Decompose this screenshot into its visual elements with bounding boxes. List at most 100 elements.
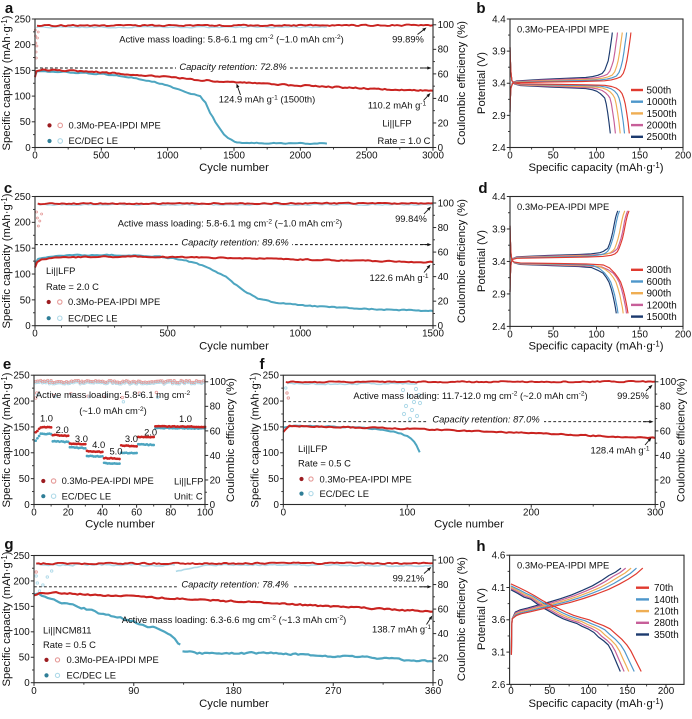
svg-text:50: 50 bbox=[268, 474, 279, 485]
svg-text:250: 250 bbox=[13, 371, 30, 382]
svg-text:350th: 350th bbox=[654, 630, 679, 641]
svg-text:2.6: 2.6 bbox=[492, 680, 506, 691]
svg-text:e: e bbox=[3, 356, 11, 373]
svg-text:h: h bbox=[476, 538, 485, 555]
svg-text:100: 100 bbox=[14, 269, 31, 280]
svg-text:122.6 mAh g-1​: 122.6 mAh g-1​ bbox=[369, 272, 428, 283]
svg-text:200: 200 bbox=[14, 40, 31, 51]
svg-text:100: 100 bbox=[14, 92, 31, 103]
svg-text:c: c bbox=[4, 180, 12, 197]
svg-text:99.89%: 99.89% bbox=[392, 33, 424, 44]
svg-text:99.21%: 99.21% bbox=[393, 573, 425, 584]
svg-text:0.3Mo-PEA-IPDI MPE: 0.3Mo-PEA-IPDI MPE bbox=[62, 475, 154, 486]
svg-text:Cycle number: Cycle number bbox=[199, 341, 269, 353]
svg-text:1500: 1500 bbox=[223, 151, 245, 162]
svg-text:Coulombic efficiency (%): Coulombic efficiency (%) bbox=[456, 557, 468, 681]
svg-text:3.4: 3.4 bbox=[492, 79, 506, 90]
svg-text:60: 60 bbox=[438, 247, 449, 258]
svg-text:40: 40 bbox=[210, 451, 221, 462]
svg-text:EC/DEC LE: EC/DEC LE bbox=[67, 670, 117, 681]
svg-text:Capacity retention: 89.6%: Capacity retention: 89.6% bbox=[181, 237, 288, 248]
svg-text:138.7 mAh g-1​: 138.7 mAh g-1​ bbox=[372, 623, 431, 634]
svg-text:300th: 300th bbox=[647, 265, 672, 276]
svg-text:4.4: 4.4 bbox=[492, 192, 506, 203]
svg-text:EC/DEC LE: EC/DEC LE bbox=[320, 488, 370, 499]
svg-text:3.4: 3.4 bbox=[492, 257, 506, 268]
svg-text:300: 300 bbox=[647, 508, 664, 519]
svg-text:200: 200 bbox=[13, 576, 30, 587]
svg-text:100: 100 bbox=[13, 627, 30, 638]
svg-text:100: 100 bbox=[438, 555, 455, 566]
svg-text:80: 80 bbox=[438, 45, 449, 56]
svg-text:100: 100 bbox=[438, 20, 455, 31]
svg-text:Potential (V): Potential (V) bbox=[476, 52, 488, 114]
svg-text:0.3Mo-PEA-IPDI MPE: 0.3Mo-PEA-IPDI MPE bbox=[67, 654, 159, 665]
svg-text:Active mass loading: 5.8-6.1 m: Active mass loading: 5.8-6.1 mg cm-2​ (~… bbox=[119, 33, 344, 44]
svg-text:0.3Mo-PEA-IPDI MPE: 0.3Mo-PEA-IPDI MPE bbox=[69, 120, 161, 131]
svg-text:2.4: 2.4 bbox=[492, 322, 506, 333]
svg-text:0: 0 bbox=[25, 143, 31, 154]
svg-text:200: 200 bbox=[523, 508, 540, 519]
svg-text:0: 0 bbox=[508, 686, 514, 697]
svg-text:Rate = 0.5 C: Rate = 0.5 C bbox=[43, 639, 96, 650]
svg-text:d: d bbox=[478, 180, 487, 197]
svg-text:20: 20 bbox=[660, 475, 671, 486]
svg-text:Capacity retention: 87.0%: Capacity retention: 87.0% bbox=[432, 414, 539, 425]
svg-text:200: 200 bbox=[675, 151, 692, 162]
svg-text:Cycle number: Cycle number bbox=[199, 698, 269, 710]
svg-text:200: 200 bbox=[14, 218, 31, 229]
svg-text:2500: 2500 bbox=[356, 151, 378, 162]
svg-text:4.4: 4.4 bbox=[492, 14, 506, 25]
svg-text:150: 150 bbox=[632, 151, 649, 162]
svg-text:Li||NCM811: Li||NCM811 bbox=[43, 624, 91, 635]
svg-text:0: 0 bbox=[281, 508, 287, 519]
svg-text:40: 40 bbox=[438, 272, 449, 283]
svg-text:1.0: 1.0 bbox=[179, 413, 192, 424]
svg-text:50: 50 bbox=[20, 117, 31, 128]
svg-text:Rate = 1.0 C: Rate = 1.0 C bbox=[378, 135, 431, 146]
svg-text:210th: 210th bbox=[654, 607, 679, 618]
svg-text:1200th: 1200th bbox=[647, 300, 677, 311]
svg-text:50: 50 bbox=[544, 686, 555, 697]
svg-text:180: 180 bbox=[225, 686, 242, 697]
svg-text:0.3Mo-PEA-IPDI MPE: 0.3Mo-PEA-IPDI MPE bbox=[517, 201, 609, 212]
svg-text:80: 80 bbox=[438, 223, 449, 234]
svg-text:EC/DEC LE: EC/DEC LE bbox=[69, 135, 119, 146]
svg-text:1000: 1000 bbox=[157, 151, 179, 162]
svg-text:Active mass loading: 5.8-6.1 m: Active mass loading: 5.8-6.1 mg cm-2​ bbox=[36, 389, 191, 400]
svg-text:a: a bbox=[5, 0, 14, 17]
svg-text:0.3Mo-PEA-IPDI MPE: 0.3Mo-PEA-IPDI MPE bbox=[517, 24, 609, 35]
svg-text:Active mass loading: 11.7-12.0: Active mass loading: 11.7-12.0 mg cm-2​ … bbox=[353, 390, 587, 401]
svg-text:600th: 600th bbox=[647, 277, 672, 288]
svg-text:124.9 mAh g-1​ (1500th): 124.9 mAh g-1​ (1500th) bbox=[219, 94, 316, 105]
svg-text:Capacity retention: 72.8%: Capacity retention: 72.8% bbox=[179, 61, 286, 72]
svg-text:100: 100 bbox=[399, 508, 416, 519]
svg-text:Potential (V): Potential (V) bbox=[476, 230, 488, 292]
svg-text:280th: 280th bbox=[654, 618, 679, 629]
svg-text:0: 0 bbox=[31, 686, 37, 697]
svg-text:0: 0 bbox=[507, 330, 513, 341]
svg-text:110.2 mAh g-1​: 110.2 mAh g-1​ bbox=[368, 100, 427, 111]
svg-text:150: 150 bbox=[13, 602, 30, 613]
svg-text:100: 100 bbox=[263, 448, 280, 459]
svg-text:2.4: 2.4 bbox=[492, 143, 506, 154]
svg-text:(~1.0 mAh cm-2​): (~1.0 mAh cm-2​) bbox=[79, 405, 147, 416]
svg-text:0: 0 bbox=[438, 678, 444, 689]
svg-text:900th: 900th bbox=[647, 289, 672, 300]
svg-text:1000: 1000 bbox=[289, 329, 311, 340]
svg-text:99.25%: 99.25% bbox=[617, 390, 649, 401]
svg-text:3.9: 3.9 bbox=[492, 224, 506, 235]
svg-text:50: 50 bbox=[20, 295, 31, 306]
svg-text:500th: 500th bbox=[647, 85, 672, 96]
svg-text:50: 50 bbox=[548, 151, 559, 162]
svg-text:100: 100 bbox=[210, 377, 227, 388]
svg-text:0: 0 bbox=[32, 329, 38, 340]
svg-text:40: 40 bbox=[438, 94, 449, 105]
svg-text:40: 40 bbox=[438, 629, 449, 640]
svg-text:0.3Mo-PEA-IPDI MPE: 0.3Mo-PEA-IPDI MPE bbox=[68, 296, 160, 307]
svg-text:200: 200 bbox=[658, 686, 675, 697]
svg-text:0: 0 bbox=[274, 500, 280, 511]
svg-text:140th: 140th bbox=[654, 595, 679, 606]
svg-text:3000: 3000 bbox=[422, 151, 444, 162]
svg-text:20: 20 bbox=[438, 297, 449, 308]
